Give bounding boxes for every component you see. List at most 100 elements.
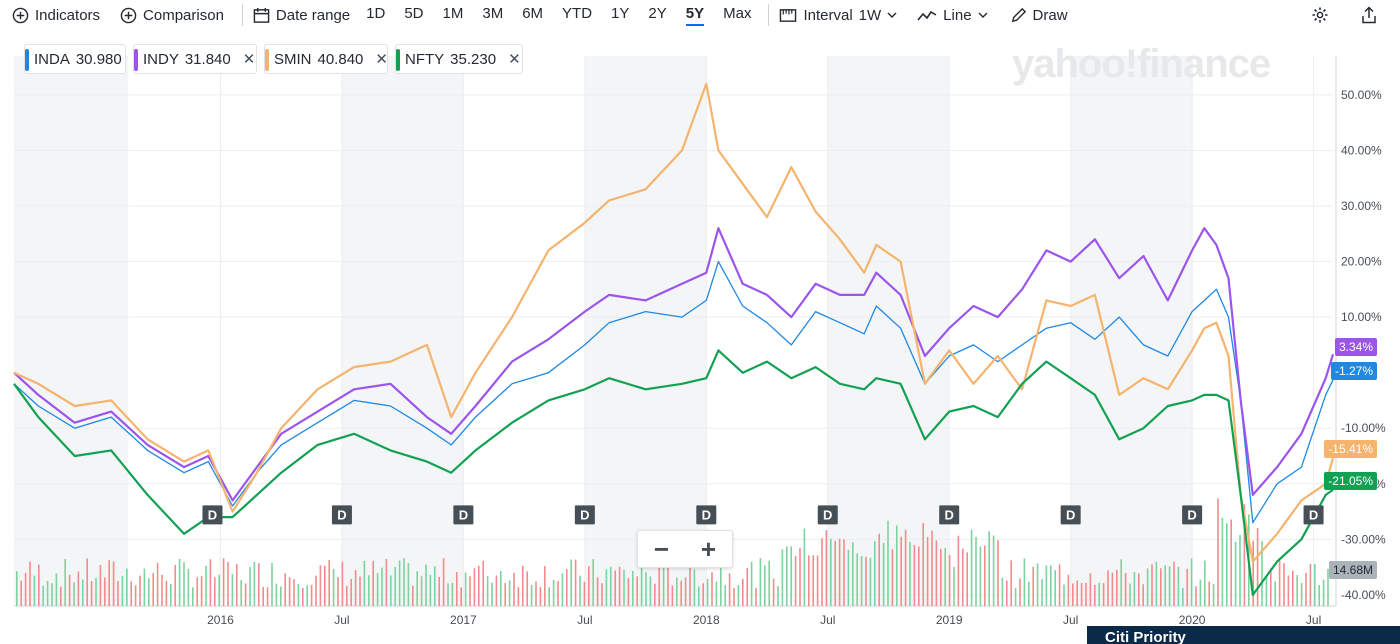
- range-3m[interactable]: 3M: [482, 4, 504, 22]
- volume-bar-up: [1274, 581, 1276, 606]
- zoom-out-button[interactable]: −: [653, 533, 670, 564]
- range-2y[interactable]: 2Y: [648, 4, 667, 22]
- volume-bar-up: [178, 558, 181, 606]
- volume-bar-up: [552, 579, 555, 606]
- volume-bar-down: [482, 560, 484, 606]
- volume-bar-up: [231, 573, 234, 606]
- volume-bar-up: [1023, 558, 1026, 606]
- volume-bar-down: [1186, 568, 1188, 606]
- volume-bar-down: [1058, 564, 1061, 606]
- ruler-icon: [780, 8, 797, 22]
- volume-bar-up: [240, 580, 242, 606]
- volume-bar-up: [64, 558, 66, 606]
- volume-bar-down: [324, 565, 326, 606]
- volume-bar-down: [733, 587, 735, 606]
- series-color-marker: [134, 49, 138, 71]
- volume-bar-up: [192, 587, 194, 606]
- volume-bar-down: [667, 562, 669, 606]
- volume-bar-down: [1138, 573, 1140, 606]
- remove-series-icon[interactable]: ✕: [375, 51, 388, 68]
- volume-bar-down: [900, 536, 902, 606]
- legend-chip-nfty[interactable]: NFTY 35.230 ✕: [395, 44, 523, 74]
- volume-bar-up: [1182, 587, 1184, 606]
- legend-chip-inda[interactable]: INDA 30.980: [24, 44, 126, 74]
- volume-bar-down: [1019, 578, 1021, 606]
- volume-bar-up: [953, 566, 955, 606]
- range-1y[interactable]: 1Y: [611, 4, 630, 22]
- draw-label: Draw: [1032, 6, 1068, 24]
- volume-bar-down: [412, 585, 414, 606]
- remove-series-icon[interactable]: ✕: [508, 51, 521, 68]
- volume-bar-down: [346, 585, 348, 606]
- interval-button[interactable]: Interval 1W: [779, 7, 897, 24]
- settings-button[interactable]: [1311, 6, 1329, 24]
- volume-bar-down: [469, 576, 471, 606]
- volume-bar-up: [856, 553, 858, 606]
- volume-bar-up: [390, 575, 392, 606]
- volume-bar-up: [1155, 561, 1158, 606]
- volume-bar-down: [1309, 563, 1312, 606]
- zoom-in-button[interactable]: +: [700, 533, 717, 564]
- comparison-button[interactable]: Comparison: [120, 7, 224, 24]
- chart-type-button[interactable]: Line: [917, 7, 988, 24]
- volume-bar-up: [988, 531, 990, 606]
- range-1m[interactable]: 1M: [442, 4, 464, 22]
- volume-bar-down: [60, 586, 62, 606]
- volume-bar-down: [227, 561, 229, 606]
- volume-bar-down: [315, 575, 317, 606]
- x-tick-label: 2017: [450, 613, 477, 627]
- ad-banner[interactable]: Citi Priority: [1087, 626, 1400, 644]
- volume-bar-down: [755, 587, 757, 606]
- share-button[interactable]: [1361, 6, 1377, 24]
- legend-chip-indy[interactable]: INDY 31.840 ✕: [133, 44, 257, 74]
- volume-bar-down: [1256, 527, 1259, 606]
- dividend-marker: [817, 505, 838, 525]
- volume-bar-up: [95, 578, 97, 606]
- remove-series-icon[interactable]: ✕: [242, 51, 256, 68]
- range-1d[interactable]: 1D: [366, 4, 386, 22]
- volume-bar-up: [737, 585, 740, 606]
- volume-bar-up: [398, 560, 401, 606]
- range-selector: 1D 5D 1M 3M 6M YTD 1Y 2Y 5Y Max: [366, 5, 770, 26]
- volume-bar-up: [407, 563, 410, 606]
- volume-bar-down: [130, 581, 132, 606]
- draw-button[interactable]: Draw: [1010, 7, 1068, 24]
- range-max[interactable]: Max: [723, 4, 752, 22]
- line-chart-icon: [917, 10, 937, 21]
- legend-chip-smin[interactable]: SMIN 40.840 ✕: [264, 44, 388, 74]
- volume-bar-up: [121, 575, 124, 606]
- volume-bar-down: [808, 555, 810, 606]
- comparison-chart[interactable]: D D D D D D D D D D 50.00% 40.00% 30.00% 20.00% 10.00%…: [0, 30, 1400, 644]
- volume-bar-up: [297, 583, 300, 606]
- volume-bar-up: [662, 560, 665, 606]
- range-5d[interactable]: 5D: [404, 4, 424, 22]
- volume-bar-down: [1160, 568, 1162, 606]
- volume-bar-down: [456, 572, 458, 606]
- series-color-marker: [396, 49, 400, 71]
- range-6m[interactable]: 6M: [522, 4, 544, 22]
- volume-bar-up: [464, 572, 467, 606]
- volume-bar-up: [548, 587, 550, 606]
- volume-bar-up: [1296, 575, 1298, 606]
- legend-symbol: INDY: [143, 50, 179, 68]
- volume-bar-up: [1050, 565, 1052, 606]
- volume-bar-up: [610, 566, 612, 606]
- date-range-button[interactable]: Date range: [253, 7, 350, 24]
- volume-bar-down: [1085, 582, 1087, 606]
- volume-bar-up: [1054, 570, 1056, 606]
- volume-bar-down: [24, 572, 27, 606]
- volume-bar-down: [337, 577, 339, 606]
- volume-bar-down: [816, 555, 819, 606]
- volume-bar-up: [830, 538, 832, 606]
- range-ytd[interactable]: YTD: [562, 4, 593, 22]
- dividend-marker-label: D: [823, 507, 832, 522]
- volume-bar-down: [372, 561, 374, 606]
- volume-bar-up: [698, 586, 700, 606]
- volume-bar-down: [1032, 566, 1034, 606]
- volume-bar-up: [143, 568, 146, 606]
- volume-bar-down: [948, 555, 951, 606]
- range-5y[interactable]: 5Y: [685, 5, 705, 26]
- volume-bar-down: [517, 587, 520, 606]
- toolbar-divider: [241, 4, 243, 26]
- indicators-button[interactable]: Indicators: [12, 7, 100, 24]
